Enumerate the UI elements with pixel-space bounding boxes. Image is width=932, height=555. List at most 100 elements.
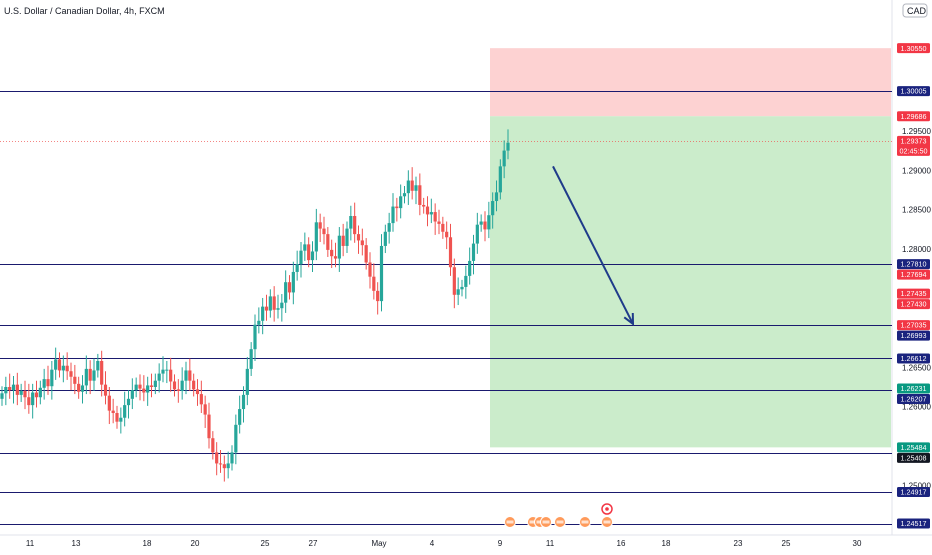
candle-body [176, 389, 180, 391]
event-marker-flag [556, 520, 564, 524]
candle-body [272, 296, 276, 310]
y-tick-label-5: 1.26000 [902, 403, 931, 412]
candle-body [50, 369, 54, 387]
candle-body [287, 282, 292, 293]
candle-body [169, 369, 173, 382]
candle-body [441, 223, 445, 232]
y-tick-label-4: 1.26500 [902, 363, 931, 372]
candle-body [126, 398, 131, 406]
down-arrow-head [623, 312, 635, 327]
price-badge-0 [897, 43, 930, 54]
candle-body [445, 231, 449, 238]
x-tick-label-12: 23 [734, 539, 743, 548]
candle-body [268, 296, 272, 311]
candle-body [337, 235, 341, 259]
candle-body [207, 414, 211, 439]
candle-body [314, 222, 318, 252]
price-badge-7 [897, 299, 930, 310]
x-tick-label-10: 16 [617, 539, 626, 548]
price-badge-label-15: 1.24917 [901, 488, 927, 497]
event-marker-flag [542, 520, 550, 524]
candle-body [134, 384, 138, 391]
candle-body [192, 380, 196, 390]
take-profit-zone [490, 116, 891, 448]
candle-body [506, 142, 510, 151]
candle-body [245, 368, 249, 395]
candle-body [115, 413, 119, 422]
currency-label[interactable]: CAD [906, 6, 926, 16]
candle-body [77, 383, 81, 392]
price-badge-3 [897, 135, 930, 156]
candle-body [146, 385, 150, 393]
price-badge-label-6: 1.27435 [901, 289, 927, 298]
price-badge-2 [897, 111, 930, 122]
candle-body [479, 221, 483, 225]
candle-body [96, 360, 100, 371]
candle-body [123, 405, 127, 418]
candle-body [149, 385, 154, 387]
candle-body [218, 463, 223, 465]
candle-body [27, 397, 31, 406]
candle-body [161, 369, 165, 374]
candle-body [422, 204, 426, 207]
y-tick-label-1: 1.29000 [902, 166, 931, 175]
price-badge-16 [897, 518, 930, 529]
candle-body [360, 240, 364, 246]
price-badge-label-3: 1.29373 [901, 137, 927, 146]
candle-body [111, 410, 115, 414]
x-tick-label-6: May [371, 539, 386, 548]
price-badge-9 [897, 330, 930, 341]
candle-body [303, 244, 307, 251]
price-badge-label-14: 1.25408 [901, 453, 927, 462]
x-tick-label-11: 18 [662, 539, 671, 548]
candle-body [425, 206, 430, 215]
candle-body [199, 394, 203, 405]
x-tick-label-4: 25 [261, 539, 270, 548]
candle-body [341, 235, 345, 246]
stop-loss-zone [490, 48, 891, 117]
price-badge-15 [897, 487, 930, 498]
candle-body [15, 384, 19, 395]
candle-body [61, 365, 65, 371]
price-badge-14 [897, 452, 930, 463]
candle-body [211, 438, 215, 453]
candle-body [353, 216, 357, 235]
candle-body [276, 308, 280, 310]
candle-body [4, 387, 8, 394]
candle-body [395, 206, 399, 209]
candle-body [372, 276, 376, 291]
candle-body [345, 228, 349, 246]
candle-body [368, 262, 372, 277]
candle-body [410, 180, 414, 191]
event-marker-flag [529, 520, 537, 524]
candle-body [429, 212, 433, 215]
candle-body [31, 392, 35, 406]
candle-body [399, 196, 403, 209]
candle-body [84, 368, 88, 386]
candle-body [0, 393, 4, 399]
price-badge-label-11: 1.26231 [901, 384, 927, 393]
candle-body [253, 324, 257, 350]
candle-body [230, 452, 234, 464]
candle-body [307, 244, 311, 261]
candle-body [100, 360, 104, 385]
candle-body [46, 379, 50, 387]
y-tick-label-6: 1.25000 [902, 482, 931, 491]
price-badge-1 [897, 86, 930, 97]
candle-body [54, 359, 58, 370]
candle-body [226, 463, 230, 469]
candle-body [11, 384, 16, 391]
candle-body [284, 282, 288, 303]
candle-body [69, 371, 73, 377]
price-badge-label-13: 1.25484 [901, 443, 927, 452]
candle-body [42, 379, 46, 388]
price-badge-label-10: 1.26612 [901, 354, 927, 363]
candle-body [264, 306, 269, 311]
candle-body [383, 231, 387, 246]
candle-body [142, 388, 146, 393]
candle-body [195, 389, 200, 395]
candle-body [88, 368, 92, 381]
candle-body [448, 237, 453, 268]
